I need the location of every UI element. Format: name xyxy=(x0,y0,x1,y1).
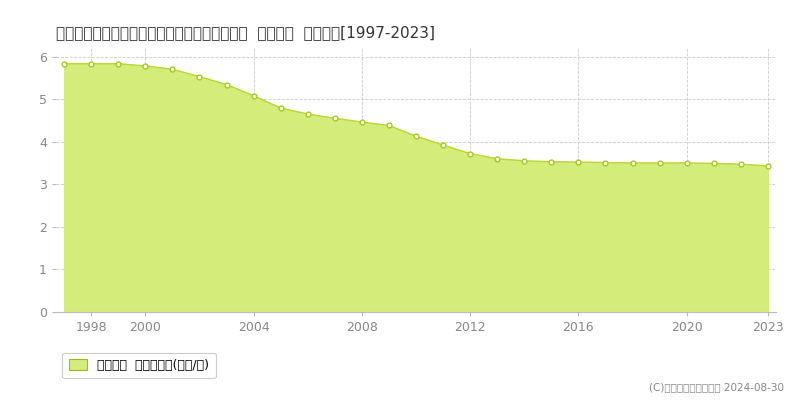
Text: (C)土地価格ドットコム 2024-08-30: (C)土地価格ドットコム 2024-08-30 xyxy=(649,382,784,392)
Text: 福島県西白河郡中島村大字滑津字滑津原２番１  基準地価  地価推移[1997-2023]: 福島県西白河郡中島村大字滑津字滑津原２番１ 基準地価 地価推移[1997-202… xyxy=(56,25,435,40)
Legend: 基準地価  平均坊単価(万円/坊): 基準地価 平均坊単価(万円/坊) xyxy=(62,352,215,378)
